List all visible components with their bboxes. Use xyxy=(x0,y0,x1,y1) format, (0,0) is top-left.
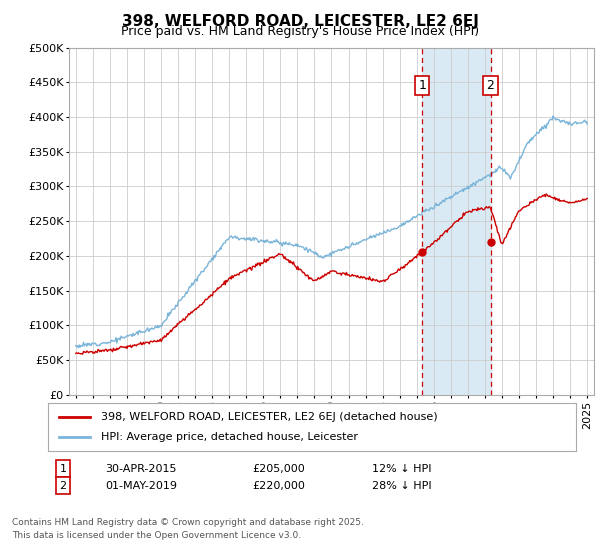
Bar xyxy=(422,48,491,395)
Text: Contains HM Land Registry data © Crown copyright and database right 2025.
This d: Contains HM Land Registry data © Crown c… xyxy=(12,519,364,540)
Text: 398, WELFORD ROAD, LEICESTER, LE2 6EJ: 398, WELFORD ROAD, LEICESTER, LE2 6EJ xyxy=(122,14,478,29)
Text: 12% ↓ HPI: 12% ↓ HPI xyxy=(372,464,431,474)
Text: 398, WELFORD ROAD, LEICESTER, LE2 6EJ (detached house): 398, WELFORD ROAD, LEICESTER, LE2 6EJ (d… xyxy=(101,412,437,422)
Text: 01-MAY-2019: 01-MAY-2019 xyxy=(105,480,177,491)
Text: £205,000: £205,000 xyxy=(252,464,305,474)
Text: 28% ↓ HPI: 28% ↓ HPI xyxy=(372,480,431,491)
Text: Price paid vs. HM Land Registry's House Price Index (HPI): Price paid vs. HM Land Registry's House … xyxy=(121,25,479,38)
Text: 30-APR-2015: 30-APR-2015 xyxy=(105,464,176,474)
Text: £220,000: £220,000 xyxy=(252,480,305,491)
Text: 2: 2 xyxy=(487,80,494,92)
Text: 1: 1 xyxy=(418,80,426,92)
Text: HPI: Average price, detached house, Leicester: HPI: Average price, detached house, Leic… xyxy=(101,432,358,442)
Text: 1: 1 xyxy=(59,464,67,474)
Text: 2: 2 xyxy=(59,480,67,491)
